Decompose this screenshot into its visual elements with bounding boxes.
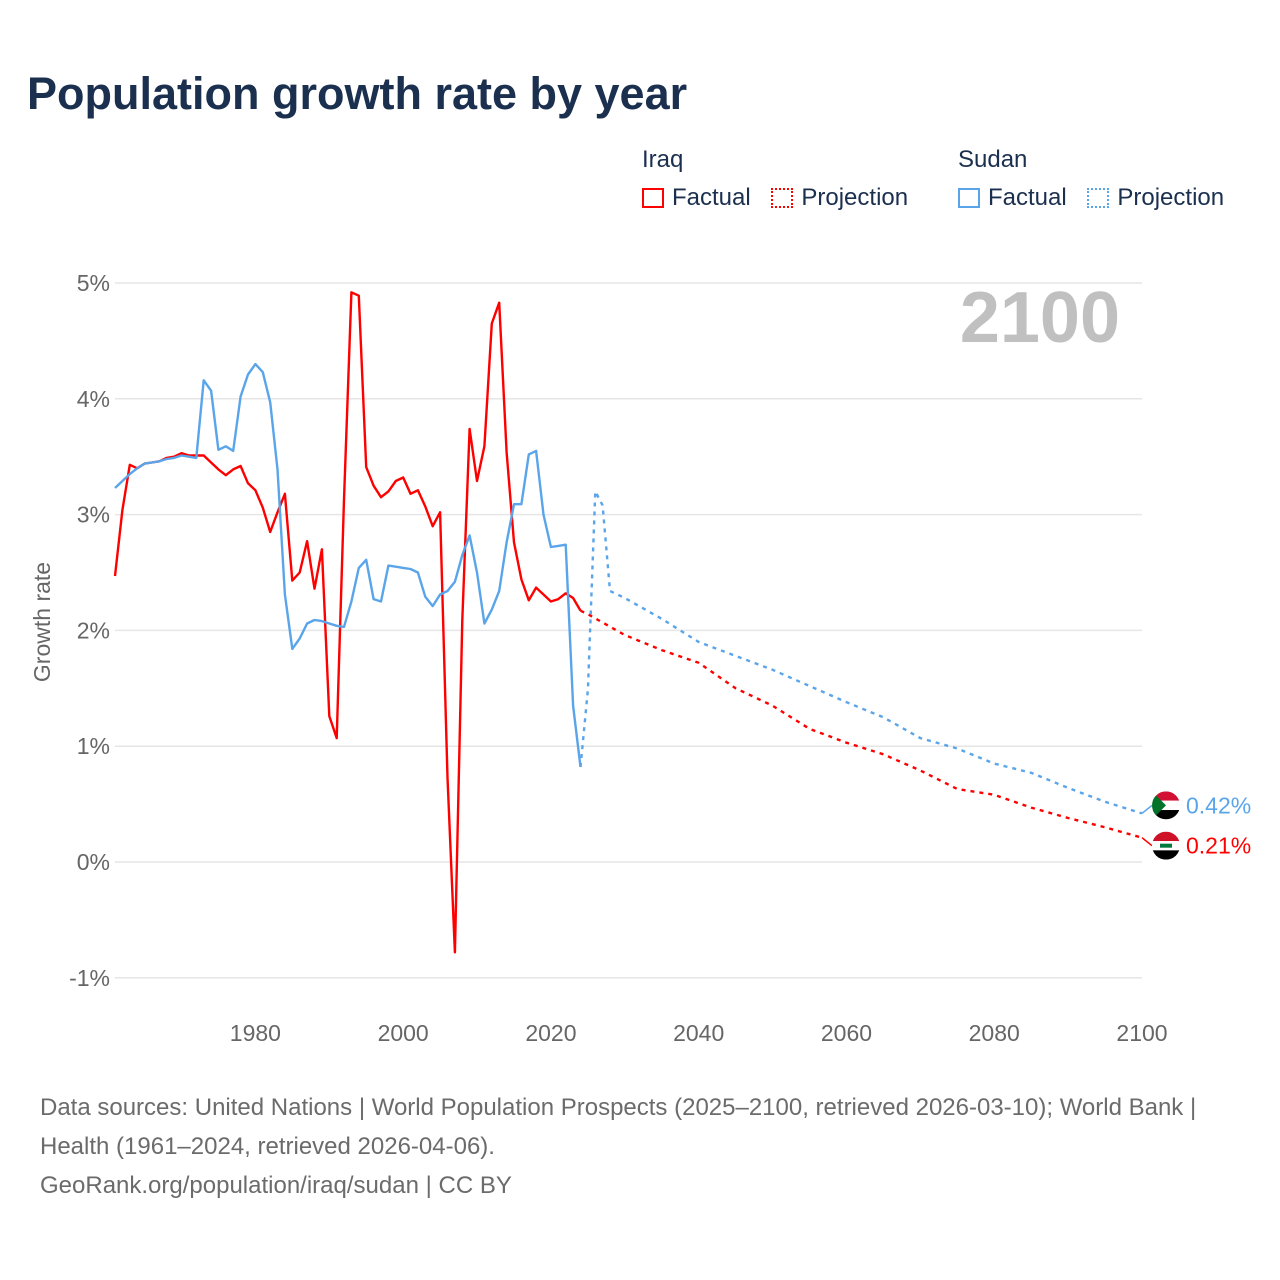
- leader-line: [1141, 837, 1153, 847]
- y-axis-label: Growth rate: [29, 562, 55, 682]
- x-tick-label: 2060: [821, 1020, 872, 1046]
- y-tick-label: 0%: [77, 849, 110, 875]
- legend-swatch: [1087, 188, 1110, 208]
- gridlines: [115, 282, 1142, 979]
- x-tick-label: 2080: [969, 1020, 1020, 1046]
- legend-swatch: [642, 188, 664, 208]
- legend-label: Projection: [801, 184, 909, 211]
- flag-iraq-icon: [1152, 831, 1180, 860]
- x-axis: 1980 2000 2020 2040 2060 2080 2100: [230, 1020, 1168, 1046]
- legend-group-name: Sudan: [958, 146, 1028, 173]
- y-tick-label: 4%: [77, 386, 110, 412]
- end-label-iraq: 0.21%: [1141, 831, 1251, 860]
- series-sudan-factual: [114, 362, 582, 768]
- x-tick-label: 2000: [378, 1020, 429, 1046]
- flag-stripe: [1152, 791, 1180, 801]
- flag-stripe: [1152, 850, 1180, 860]
- end-labels: 0.42% 0.21%: [1141, 791, 1251, 860]
- end-value-label: 0.42%: [1186, 792, 1251, 818]
- x-tick-label: 2100: [1116, 1020, 1167, 1046]
- legend-swatch: [771, 188, 794, 208]
- flag-sudan-icon: [1152, 791, 1180, 820]
- y-tick-label: 2%: [77, 617, 110, 643]
- legend-sudan-factual[interactable]: Factual: [958, 184, 1067, 212]
- series-sudan-projection: [579, 490, 1143, 815]
- leader-line: [1141, 804, 1153, 814]
- legend-label: Factual: [988, 184, 1067, 211]
- legend-iraq-projection[interactable]: Projection: [771, 184, 908, 212]
- x-tick-label: 1980: [230, 1020, 281, 1046]
- end-label-sudan: 0.42%: [1141, 791, 1251, 820]
- series-iraq-projection: [579, 609, 1143, 839]
- x-tick-label: 2020: [525, 1020, 576, 1046]
- chart-title: Population growth rate by year: [27, 68, 688, 119]
- line-chart: -1% 0% 1% 2% 3% 4% 5% 1980 2000 2020 2040 2060 2080…: [29, 270, 1251, 1046]
- legend-group-name: Iraq: [642, 146, 684, 173]
- y-tick-label: 3%: [77, 502, 110, 528]
- legend-label: Projection: [1117, 184, 1225, 211]
- year-overlay: 2100: [960, 278, 1120, 358]
- y-tick-label: 1%: [77, 733, 110, 759]
- legend-label: Factual: [672, 184, 751, 211]
- y-tick-label: 5%: [77, 270, 110, 296]
- sources: Data sources: United Nations | World Pop…: [40, 1088, 1240, 1205]
- flag-stripe: [1152, 810, 1180, 820]
- end-value-label: 0.21%: [1186, 833, 1251, 859]
- legend-sudan: Sudan Factual Projection: [958, 146, 1238, 215]
- legend-swatch: [958, 188, 980, 208]
- series-iraq-factual: [113, 291, 582, 954]
- sources-text: Data sources: United Nations | World Pop…: [40, 1094, 1197, 1160]
- y-tick-label: -1%: [69, 965, 110, 991]
- legend-iraq-factual[interactable]: Factual: [642, 184, 751, 212]
- flag-triangle: [1152, 791, 1166, 820]
- legend-iraq: Iraq Factual Projection: [642, 146, 922, 215]
- flag-script: [1160, 843, 1172, 848]
- legend-sudan-projection[interactable]: Projection: [1087, 184, 1224, 212]
- y-axis: -1% 0% 1% 2% 3% 4% 5%: [69, 270, 110, 991]
- flag-stripe: [1152, 831, 1180, 842]
- license-link[interactable]: GeoRank.org/population/iraq/sudan | CC B…: [40, 1172, 512, 1199]
- series-lines: [113, 291, 1143, 954]
- x-tick-label: 2040: [673, 1020, 724, 1046]
